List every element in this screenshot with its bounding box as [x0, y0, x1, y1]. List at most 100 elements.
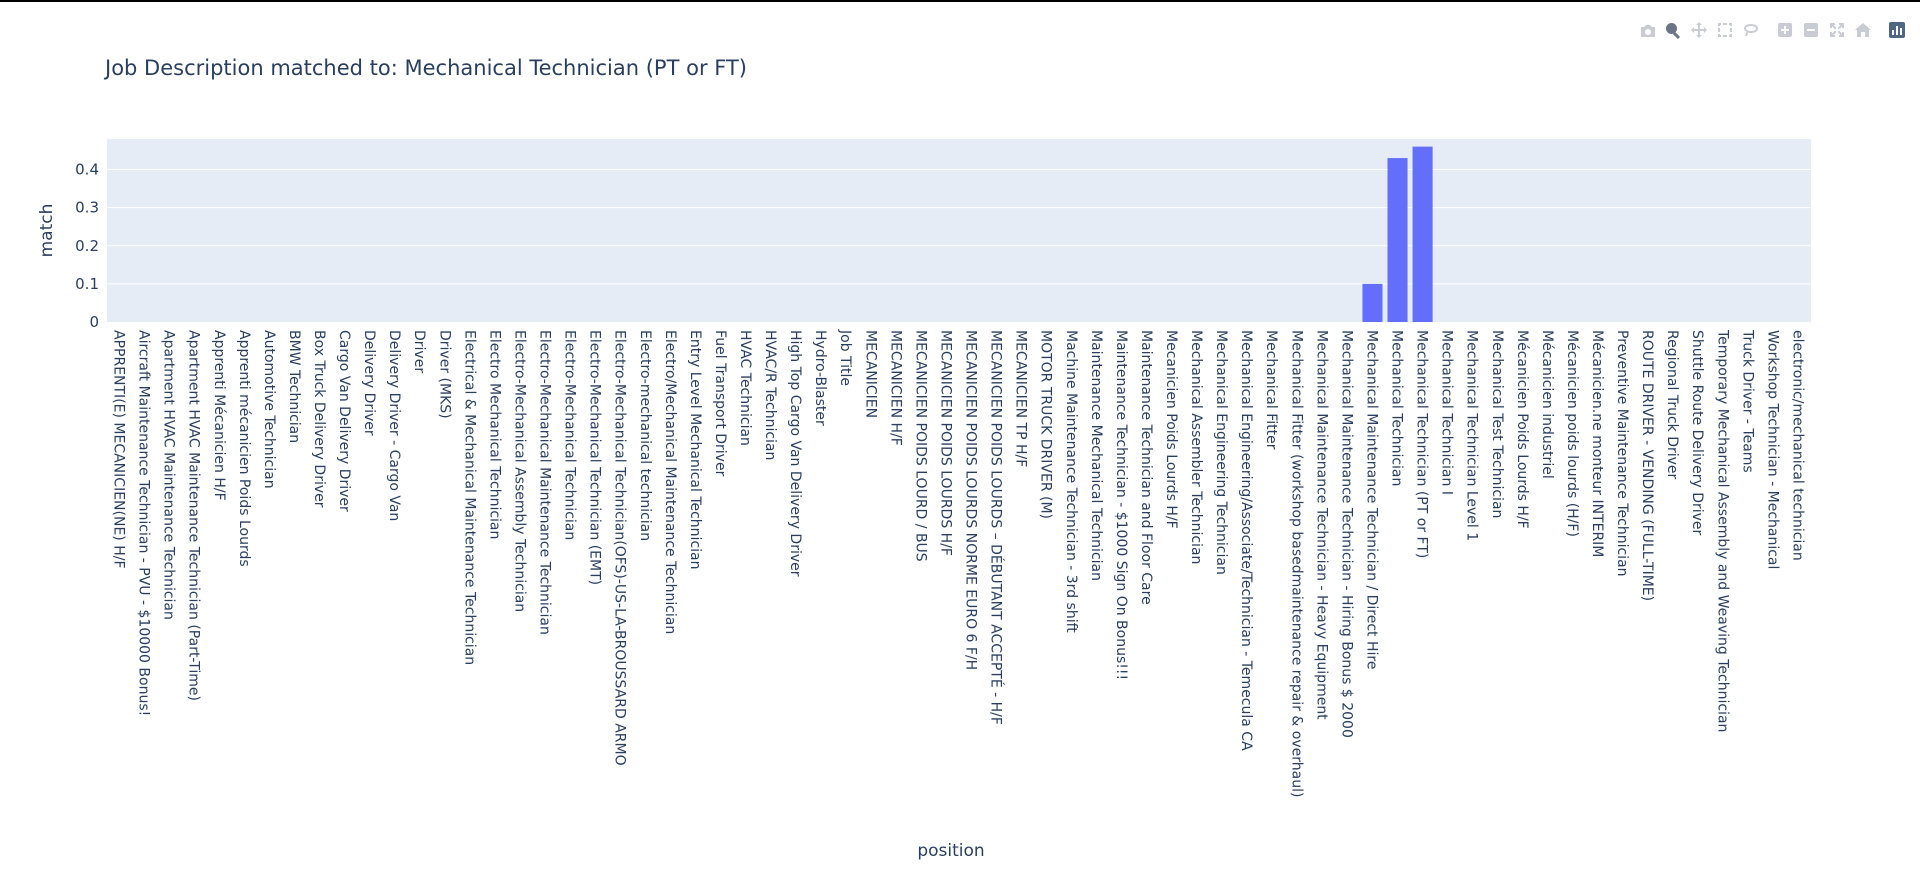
x-tick-label: MECANICIEN POIDS LOURDS NORME EURO 6 F/H: [963, 330, 979, 670]
x-tick-label: electronic/mechanical technician: [1789, 330, 1805, 561]
x-tick-label: ROUTE DRIVER - VENDING (FULL-TIME): [1639, 330, 1655, 601]
y-gridlines: [107, 169, 1811, 285]
x-tick-label: HVAC Technician: [737, 330, 753, 446]
lasso-select-button[interactable]: [1738, 17, 1764, 43]
x-tick-label: Hydro-Blaster: [812, 330, 828, 426]
x-tick-label: Maintenance Mechanical Technician: [1088, 330, 1104, 581]
x-tick-label: Mechanical Assembler Technician: [1188, 330, 1204, 564]
x-tick-label: Entry Level Mechanical Technician: [687, 330, 703, 569]
x-tick-label: Apprenti Mécanicien H/F: [211, 330, 227, 501]
x-tick-label: Electro-Mechanical Technician(OFS)-US-LA…: [612, 330, 628, 766]
x-tick-label: Mechanical Fitter (workshop basedmainten…: [1288, 330, 1304, 797]
y-tick-label: 0.3: [75, 199, 99, 217]
x-tick-label: Mechanical Technician Level 1: [1464, 330, 1480, 541]
top-border: [0, 0, 1920, 2]
autoscale-button[interactable]: [1824, 17, 1850, 43]
x-tick-label: Mécanicien Poids Lourds H/F: [1514, 330, 1530, 529]
x-tick-label: Apprenti mécanicien Poids Lourds: [236, 330, 252, 567]
x-tick-label: Apartment HVAC Maintenance Technician (P…: [186, 330, 202, 701]
x-tick-label: Shuttle Route Delivery Driver: [1689, 330, 1705, 536]
autoscale-icon: [1830, 23, 1844, 37]
modebar-group: [1884, 17, 1910, 43]
zoom-in-button[interactable]: [1772, 17, 1798, 43]
pan-icon: [1691, 22, 1707, 38]
x-tick-label: MECANICIEN POIDS LOURDS – DÉBUTANT ACCEP…: [988, 330, 1005, 725]
x-tick-label: Electro Mechanical Technician: [486, 330, 502, 539]
zoom-in-icon: [1778, 23, 1792, 37]
x-tick-label: Electro-Mechanical Technician (EMT): [587, 330, 603, 585]
y-axis-ticks: 0 0.1 0.2 0.3 0.4: [75, 161, 99, 332]
x-tick-label: Maintenance Technician - $1000 Sign On B…: [1113, 330, 1129, 680]
x-tick-label: Electrical & Mechanical Maintenance Tech…: [461, 330, 477, 665]
x-tick-label: Mécanicien industriel: [1539, 330, 1555, 479]
x-tick-label: Aircraft Maintenance Technician - PVU - …: [136, 330, 152, 716]
chart-title: Job Description matched to: Mechanical T…: [103, 56, 747, 80]
x-tick-label: Mechanical Engineering Technician: [1213, 330, 1229, 575]
x-tick-label: Mechanical Fitter: [1263, 330, 1279, 450]
x-tick-label: Mécanicien.ne monteur INTERIM: [1589, 330, 1605, 557]
x-tick-label: MOTOR TRUCK DRIVER (M): [1038, 330, 1054, 519]
reset-axes-button[interactable]: [1850, 17, 1876, 43]
zoom-button[interactable]: [1660, 17, 1686, 43]
box-select-button[interactable]: [1712, 17, 1738, 43]
y-tick-label: 0.1: [75, 275, 99, 293]
box-select-icon: [1718, 23, 1732, 37]
x-tick-label: Automotive Technician: [261, 330, 277, 489]
x-tick-label: Mechanical Technician: [1389, 330, 1405, 486]
x-tick-label: Machine Maintenance Technician - 3rd shi…: [1063, 330, 1079, 633]
x-tick-label: High Top Cargo Van Delivery Driver: [787, 330, 803, 577]
bar[interactable]: [1387, 158, 1408, 322]
x-tick-label: Maintenance Technician and Floor Care: [1138, 330, 1154, 605]
bar[interactable]: [1362, 283, 1383, 322]
x-tick-label: Regional Truck Driver: [1664, 330, 1680, 480]
pan-button[interactable]: [1686, 17, 1712, 43]
x-tick-label: MECANICIEN POIDS LOURDS H/F: [937, 330, 953, 556]
x-tick-label: Electro-Mechanical Maintenance Technicia…: [537, 330, 553, 635]
modebar-group: [1772, 17, 1876, 43]
x-tick-label: Mechanical Technician (PT or FT): [1414, 330, 1430, 558]
plot-area: [107, 139, 1811, 322]
x-tick-label: Driver (MKS): [436, 330, 452, 419]
x-tick-label: Mechanical Maintenance Technician - Hiri…: [1338, 330, 1354, 738]
zoom-icon: [1666, 23, 1681, 39]
x-tick-label: BMW Technician: [286, 330, 302, 443]
x-tick-label: MECANICIEN: [862, 330, 878, 418]
y-tick-label: 0.2: [75, 237, 99, 255]
x-tick-label: Fuel Transport Driver: [712, 330, 728, 477]
x-tick-label: Truck Driver - Teams: [1739, 329, 1755, 473]
x-tick-label: MECANICIEN H/F: [887, 330, 903, 446]
x-tick-label: Electro-Mechanical Assembly Technician: [511, 330, 527, 612]
plotly-logo-button[interactable]: [1884, 17, 1910, 43]
camera-button[interactable]: [1634, 17, 1660, 43]
y-tick-label: 0.4: [75, 161, 99, 179]
x-tick-label: APPRENTI(E) MECANICIEN(NE) H/F: [111, 330, 127, 569]
bar[interactable]: [1412, 146, 1433, 322]
x-tick-label: MECANICIEN TP H/F: [1013, 330, 1029, 467]
x-tick-label: Preventive Maintenance Technician: [1614, 330, 1630, 577]
x-tick-label: Cargo Van Delivery Driver: [336, 330, 352, 512]
x-tick-label: Workshop Technician - Mechanical: [1764, 330, 1780, 569]
x-axis-ticks: APPRENTI(E) MECANICIEN(NE) H/F Aircraft M…: [111, 329, 1806, 797]
x-tick-label: Electro/Mechanical Maintenance Technicia…: [662, 330, 678, 634]
x-tick-label: Electro-Mechanical Technician: [562, 330, 578, 540]
reset-axes-icon: [1855, 23, 1871, 37]
zoom-out-button[interactable]: [1798, 17, 1824, 43]
x-tick-label: Apartment HVAC Maintenance Technician: [161, 330, 177, 620]
x-tick-label: Mechanical Engineering/Associate/Technic…: [1238, 330, 1254, 751]
x-tick-label: Mécanicien poids lourds (H/F): [1564, 330, 1580, 537]
x-tick-label: Mechanical Maintenance Technician / Dire…: [1363, 330, 1379, 669]
x-tick-label: MECANICIEN POIDS LOURD / BUS: [912, 330, 928, 562]
y-tick-label: 0: [89, 313, 99, 331]
x-tick-label: Job Title: [837, 329, 853, 386]
x-tick-label: Temporary Mechanical Assembly and Weavin…: [1714, 329, 1730, 732]
plotly-logo-icon: [1889, 22, 1905, 38]
x-tick-label: Electro-mechanical technician: [637, 330, 653, 541]
x-axis-title: position: [917, 841, 984, 861]
x-tick-label: Mechanical Test Technician: [1489, 330, 1505, 518]
x-tick-label: HVAC/R Technician: [762, 330, 778, 460]
x-tick-label: Delivery Driver: [361, 330, 377, 436]
lasso-select-icon: [1744, 24, 1758, 36]
x-tick-label: Delivery Driver - Cargo Van: [386, 330, 402, 521]
modebar-toolbar: [1626, 17, 1910, 43]
